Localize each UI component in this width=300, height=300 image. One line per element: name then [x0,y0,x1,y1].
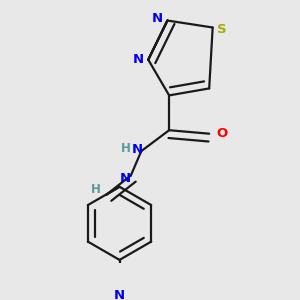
Text: N: N [152,12,163,25]
Text: N: N [131,143,142,156]
Text: N: N [133,53,144,66]
Text: N: N [114,289,125,300]
Text: H: H [91,183,101,196]
Text: N: N [120,172,131,184]
Text: S: S [217,23,226,36]
Text: H: H [121,142,130,155]
Text: O: O [216,127,227,140]
